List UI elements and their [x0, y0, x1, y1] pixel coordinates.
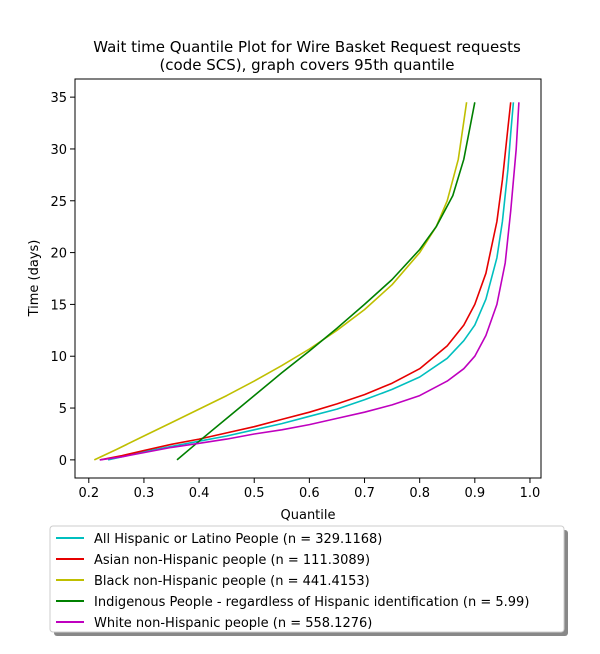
chart-title-line-2: (code SCS), graph covers 95th quantile — [159, 56, 454, 74]
legend-label-4: White non-Hispanic people (n = 558.1276) — [94, 616, 372, 631]
series-line-4 — [99, 102, 520, 461]
x-tick-label: 0.3 — [134, 486, 155, 501]
series-line-0 — [107, 102, 515, 461]
series-layer — [93, 102, 520, 461]
y-axis-label: Time (days) — [27, 240, 42, 318]
series-line-1 — [99, 102, 512, 461]
chart-title-line-1: Wait time Quantile Plot for Wire Basket … — [93, 38, 521, 56]
x-tick-label: 0.9 — [464, 486, 485, 501]
x-tick-label: 1.0 — [520, 486, 541, 501]
x-axis-label: Quantile — [281, 508, 336, 523]
y-tick-label: 25 — [50, 195, 67, 210]
series-line-3 — [176, 102, 476, 461]
legend: All Hispanic or Latino People (n = 329.1… — [49, 525, 568, 636]
y-axis: 0 5 10 15 20 25 30 35 — [50, 91, 75, 469]
x-tick-label: 0.6 — [299, 486, 320, 501]
y-tick-label: 15 — [50, 298, 67, 313]
legend-label-0: All Hispanic or Latino People (n = 329.1… — [94, 532, 382, 547]
legend-label-1: Asian non-Hispanic people (n = 111.3089) — [94, 553, 370, 568]
x-tick-label: 0.5 — [244, 486, 265, 501]
y-tick-label: 35 — [50, 91, 67, 106]
legend-label-2: Black non-Hispanic people (n = 441.4153) — [94, 574, 370, 589]
x-tick-label: 0.2 — [78, 486, 99, 501]
legend-entries: All Hispanic or Latino People (n = 329.1… — [56, 532, 529, 631]
y-tick-label: 5 — [59, 402, 67, 417]
y-tick-label: 10 — [50, 350, 67, 365]
x-tick-label: 0.8 — [409, 486, 430, 501]
x-axis: 0.2 0.3 0.4 0.5 0.6 0.7 0.8 0.9 1.0 — [78, 478, 540, 501]
y-tick-label: 30 — [50, 143, 67, 158]
legend-label-3: Indigenous People - regardless of Hispan… — [94, 595, 529, 610]
legend-box — [49, 525, 565, 633]
series-line-2 — [93, 102, 468, 461]
y-tick-label: 20 — [50, 247, 67, 262]
x-tick-label: 0.4 — [189, 486, 210, 501]
plot-frame — [74, 78, 542, 479]
x-tick-label: 0.7 — [354, 486, 375, 501]
y-tick-label: 0 — [59, 454, 67, 469]
